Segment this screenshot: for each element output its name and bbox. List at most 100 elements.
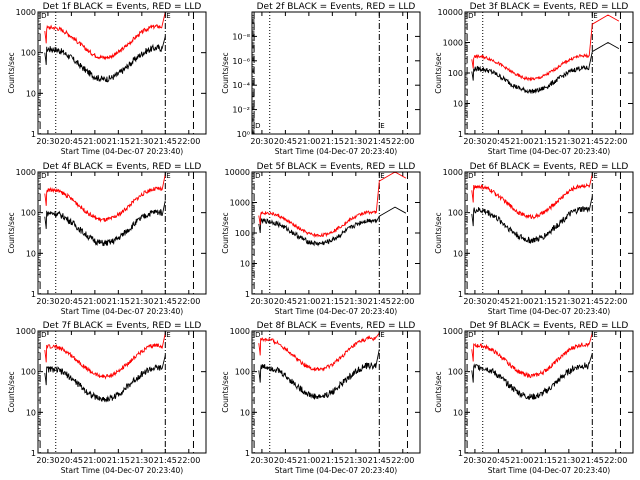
x-tick-label: 22:00: [391, 456, 414, 465]
y-tick-label: 10⁻⁸: [232, 32, 250, 41]
x-axis-label: Start Time (04-Dec-07 20:23:40): [275, 466, 397, 475]
panel-title: Det 5f BLACK = Events, RED = LLD: [257, 162, 416, 172]
x-axis-label: Start Time (04-Dec-07 20:23:40): [275, 147, 397, 156]
x-tick-label: 21:15: [321, 297, 344, 306]
x-tick-label: 20:45: [274, 297, 297, 306]
y-tick-label: 1: [245, 449, 250, 458]
x-tick-label: 20:30: [463, 456, 486, 465]
x-tick-label: 21:30: [557, 456, 580, 465]
x-tick-label: 20:45: [274, 456, 297, 465]
panel-title: Det 3f BLACK = Events, RED = LLD: [470, 2, 629, 12]
panel-title: Det 2f BLACK = Events, RED = LLD: [257, 2, 416, 12]
x-tick-label: 20:45: [487, 137, 510, 146]
series-line-events: [471, 41, 620, 94]
panel-frame: [251, 11, 421, 135]
y-tick-label: 10: [26, 89, 36, 98]
x-tick-label: 21:00: [83, 297, 106, 306]
y-tick-label: 10: [453, 408, 463, 417]
flag-label: D: [255, 172, 260, 180]
y-tick-label: 10⁻⁶: [232, 57, 250, 66]
series-line-lld: [471, 332, 593, 379]
x-tick-label: 21:30: [557, 297, 580, 306]
x-tick-label: 21:00: [83, 137, 106, 146]
y-axis-label: Counts/sec: [221, 52, 230, 93]
flag-label: E: [166, 12, 170, 20]
flag-label: E: [166, 172, 170, 180]
x-tick-label: 20:30: [250, 297, 273, 306]
y-tick-label: 100: [448, 368, 463, 377]
y-tick-label: 100: [448, 209, 463, 218]
series-line-lld: [44, 12, 166, 61]
series-line-lld: [471, 14, 620, 82]
x-tick-label: 21:45: [368, 297, 391, 306]
panel-frame: [251, 330, 421, 454]
x-tick-label: 22:00: [604, 297, 627, 306]
x-tick-label: 21:45: [581, 137, 604, 146]
y-tick-label: 100: [21, 209, 36, 218]
flag-label: E: [380, 172, 384, 180]
y-tick-label: 1: [31, 290, 36, 299]
series-line-events: [44, 355, 166, 403]
x-tick-label: 20:30: [36, 456, 59, 465]
x-tick-label: 21:45: [581, 456, 604, 465]
x-axis-label: Start Time (04-Dec-07 20:23:40): [488, 307, 610, 316]
series-line-events: [44, 200, 166, 247]
x-axis-label: Start Time (04-Dec-07 20:23:40): [275, 307, 397, 316]
y-tick-label: 10⁰: [237, 130, 250, 139]
y-tick-label: 1: [458, 130, 463, 139]
flag-label: D: [468, 172, 473, 180]
panel-frame: [37, 330, 207, 454]
x-tick-label: 21:30: [130, 297, 153, 306]
y-tick-label: 10: [240, 260, 250, 269]
flag-label: D: [468, 12, 473, 20]
flag-label: E: [380, 331, 384, 339]
flag-label: D: [255, 331, 260, 339]
x-tick-label: 21:30: [344, 137, 367, 146]
x-tick-label: 20:45: [274, 137, 297, 146]
y-tick-label: 1000: [443, 39, 463, 48]
flag-label: E: [593, 172, 597, 180]
y-tick-label: 10: [453, 100, 463, 109]
x-tick-label: 21:00: [83, 456, 106, 465]
flag-label: D: [255, 122, 260, 130]
x-tick-label: 22:00: [604, 456, 627, 465]
flag-label: E: [166, 331, 170, 339]
x-axis-label: Start Time (04-Dec-07 20:23:40): [61, 307, 183, 316]
y-axis-label: Counts/sec: [7, 52, 16, 93]
x-tick-label: 21:30: [344, 456, 367, 465]
x-axis-label: Start Time (04-Dec-07 20:23:40): [488, 466, 610, 475]
series-line-events: [258, 349, 380, 400]
y-tick-label: 10: [453, 249, 463, 258]
panel-frame: [464, 171, 634, 295]
y-tick-label: 1000: [230, 199, 250, 208]
y-tick-label: 1: [31, 449, 36, 458]
series-line-lld: [44, 173, 166, 223]
x-tick-label: 22:00: [177, 137, 200, 146]
x-tick-label: 21:45: [154, 456, 177, 465]
x-tick-label: 21:00: [297, 456, 320, 465]
x-tick-label: 21:30: [130, 137, 153, 146]
panel-frame: [464, 330, 634, 454]
y-tick-label: 10000: [438, 8, 463, 17]
x-tick-label: 21:15: [107, 456, 130, 465]
x-tick-label: 21:15: [321, 456, 344, 465]
x-tick-label: 21:00: [510, 456, 533, 465]
x-tick-label: 20:30: [463, 137, 486, 146]
flag-label: D: [41, 331, 46, 339]
x-tick-label: 21:30: [130, 456, 153, 465]
y-tick-label: 1: [458, 290, 463, 299]
y-tick-label: 100: [21, 49, 36, 58]
y-axis-label: Counts/sec: [7, 212, 16, 253]
x-tick-label: 21:15: [534, 297, 557, 306]
y-axis-label: Counts/sec: [434, 212, 443, 253]
panel-title: Det 1f BLACK = Events, RED = LLD: [43, 2, 202, 12]
x-tick-label: 21:15: [107, 137, 130, 146]
x-tick-label: 20:30: [36, 297, 59, 306]
x-tick-label: 20:30: [463, 297, 486, 306]
y-tick-label: 1000: [16, 168, 36, 177]
